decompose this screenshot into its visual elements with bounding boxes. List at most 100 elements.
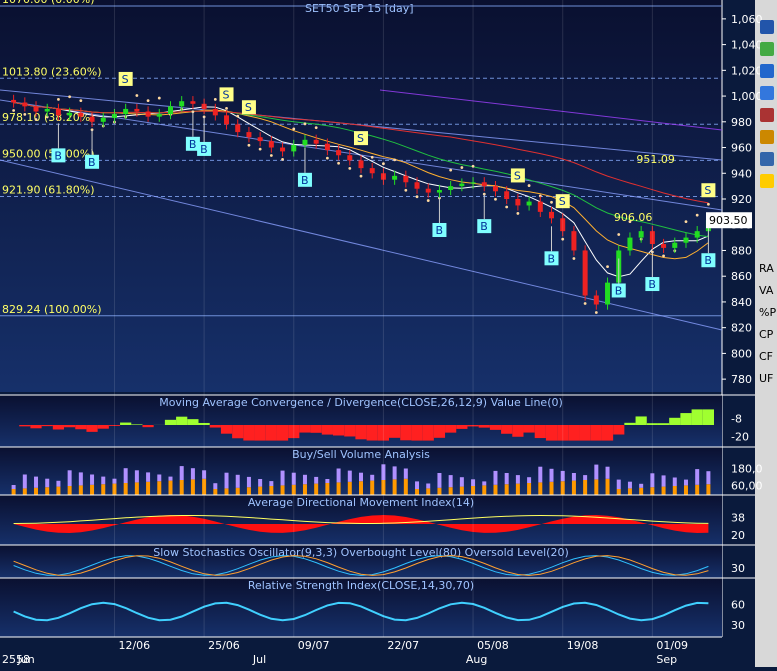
- volume-bar-buy: [493, 471, 497, 485]
- candle-body: [190, 101, 195, 104]
- fib-label: 1070.00 (0.00%): [2, 0, 95, 6]
- candle-body: [594, 296, 599, 305]
- volume-bar-buy: [482, 481, 486, 485]
- sar-dot: [348, 167, 351, 170]
- price-tick-label: 1,040: [731, 39, 763, 52]
- candle-body: [437, 190, 442, 193]
- sar-dot: [23, 113, 26, 116]
- toolbar-label[interactable]: %P: [759, 306, 776, 319]
- toolbar-icon[interactable]: [760, 86, 774, 100]
- volume-bar-sell: [124, 483, 128, 495]
- candle-body: [336, 150, 341, 155]
- toolbar-icon[interactable]: [760, 174, 774, 188]
- candle-body: [258, 137, 263, 141]
- volume-bar-buy: [695, 469, 699, 485]
- buy-signal-label: B: [480, 220, 488, 233]
- candle-body: [459, 184, 464, 187]
- volume-bar-buy: [23, 475, 27, 489]
- macd-bar: [355, 425, 366, 439]
- date-tick-label: 09/07: [298, 639, 330, 652]
- volume-bar-sell: [617, 489, 621, 495]
- candle-body: [415, 182, 420, 188]
- volume-bar-sell: [90, 485, 94, 495]
- indicator-tick-label: -20: [731, 431, 749, 444]
- toolbar-icon[interactable]: [760, 42, 774, 56]
- indicator-tick-label: 60,00: [731, 479, 763, 492]
- toolbar-icon[interactable]: [760, 20, 774, 34]
- volume-bar-buy: [258, 479, 262, 487]
- volume-bar-sell: [157, 481, 161, 495]
- volume-bar-sell: [56, 487, 60, 495]
- candle-body: [605, 283, 610, 305]
- sell-signal-label: S: [704, 184, 711, 197]
- date-tick-label: 22/07: [387, 639, 419, 652]
- toolbar-label[interactable]: CP: [759, 328, 774, 341]
- volume-bar-buy: [56, 481, 60, 487]
- volume-bar-buy: [45, 479, 49, 488]
- volume-bar-sell: [594, 479, 598, 495]
- volume-bar-sell: [180, 480, 184, 495]
- toolbar-label[interactable]: UF: [759, 372, 773, 385]
- toolbar-icon[interactable]: [760, 64, 774, 78]
- price-tick-label: 880: [731, 244, 752, 257]
- buy-signal-label: B: [704, 254, 712, 267]
- volume-bar-buy: [191, 468, 195, 479]
- toolbar-icon[interactable]: [760, 130, 774, 144]
- volume-bar-buy: [337, 469, 341, 483]
- macd-bar: [367, 425, 378, 441]
- candle-body: [90, 117, 95, 122]
- sar-dot: [393, 158, 396, 161]
- volume-bar-buy: [157, 475, 161, 482]
- macd-bar: [42, 425, 53, 426]
- sar-dot: [371, 156, 374, 159]
- sar-dot: [270, 154, 273, 157]
- candle-body: [627, 238, 632, 251]
- candle-body: [246, 132, 251, 137]
- volume-bar-buy: [572, 473, 576, 481]
- macd-bar: [86, 425, 97, 432]
- volume-bar-buy: [135, 470, 139, 482]
- candle-body: [213, 109, 218, 115]
- candle-body: [403, 176, 408, 182]
- candle-body: [359, 160, 364, 168]
- buy-signal-label: B: [189, 138, 197, 151]
- sar-dot: [550, 201, 553, 204]
- price-panel-bg: [0, 0, 722, 392]
- indicator-title: Slow Stochastics Oscillator(9,3,3) Overb…: [153, 546, 569, 559]
- price-tick-label: 940: [731, 167, 752, 180]
- toolbar-label[interactable]: CF: [759, 350, 773, 363]
- toolbar-label[interactable]: VA: [759, 284, 774, 297]
- macd-bar: [210, 425, 221, 428]
- macd-bar: [591, 425, 602, 441]
- candle-body: [22, 103, 27, 107]
- price-tick-label: 960: [731, 142, 752, 155]
- date-axis-bg: [0, 637, 722, 667]
- volume-bar-buy: [213, 483, 217, 489]
- macd-bar: [75, 425, 86, 429]
- candle-body: [515, 199, 520, 205]
- volume-bar-buy: [673, 478, 677, 487]
- volume-bar-sell: [303, 484, 307, 495]
- sar-dot: [573, 257, 576, 260]
- indicator-tick-label: 180,0: [731, 463, 763, 476]
- date-tick-label: 01/09: [656, 639, 688, 652]
- sar-dot: [685, 220, 688, 223]
- macd-bar: [30, 425, 41, 428]
- sar-dot: [248, 144, 251, 147]
- indicator-tick-label: 60: [731, 599, 745, 612]
- sell-signal-label: S: [514, 169, 521, 182]
- toolbar-icon[interactable]: [760, 108, 774, 122]
- volume-bar-buy: [101, 477, 105, 485]
- volume-bar-sell: [662, 487, 666, 495]
- fib-label: 829.24 (100.00%): [2, 303, 102, 316]
- volume-bar-buy: [437, 473, 441, 488]
- volume-bar-buy: [449, 475, 453, 487]
- volume-bar-buy: [684, 480, 688, 486]
- candle-body: [370, 168, 375, 173]
- volume-bar-sell: [79, 485, 83, 495]
- toolbar-label[interactable]: RA: [759, 262, 774, 275]
- toolbar-icon[interactable]: [760, 152, 774, 166]
- volume-bar-buy: [415, 481, 419, 489]
